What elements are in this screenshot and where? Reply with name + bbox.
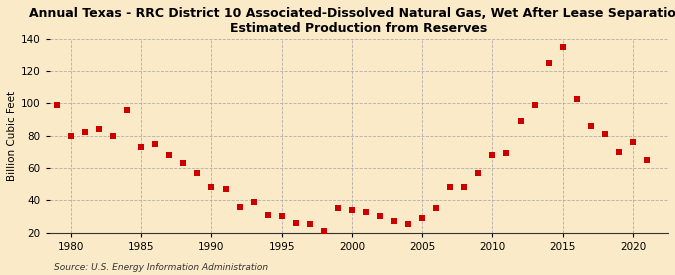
Point: [515, 119, 526, 123]
Point: [628, 140, 639, 144]
Point: [192, 170, 202, 175]
Point: [276, 214, 287, 219]
Point: [445, 185, 456, 189]
Text: Source: U.S. Energy Information Administration: Source: U.S. Energy Information Administ…: [54, 263, 268, 272]
Point: [389, 219, 400, 223]
Point: [416, 216, 427, 220]
Point: [571, 97, 582, 101]
Point: [487, 153, 498, 157]
Point: [501, 151, 512, 156]
Point: [431, 206, 441, 211]
Point: [304, 222, 315, 227]
Point: [122, 108, 132, 112]
Point: [220, 187, 231, 191]
Point: [263, 213, 273, 217]
Point: [178, 161, 189, 165]
Point: [248, 200, 259, 204]
Point: [599, 132, 610, 136]
Point: [136, 145, 146, 149]
Point: [65, 133, 76, 138]
Title: Annual Texas - RRC District 10 Associated-Dissolved Natural Gas, Wet After Lease: Annual Texas - RRC District 10 Associate…: [29, 7, 675, 35]
Point: [319, 229, 329, 233]
Point: [375, 214, 385, 219]
Point: [234, 205, 245, 209]
Point: [290, 221, 301, 225]
Point: [473, 170, 484, 175]
Point: [94, 127, 105, 131]
Point: [360, 209, 371, 214]
Point: [585, 124, 596, 128]
Point: [543, 61, 554, 65]
Y-axis label: Billion Cubic Feet: Billion Cubic Feet: [7, 91, 17, 181]
Point: [80, 130, 90, 135]
Point: [206, 185, 217, 189]
Point: [459, 185, 470, 189]
Point: [403, 222, 414, 227]
Point: [164, 153, 175, 157]
Point: [150, 142, 161, 146]
Point: [333, 206, 344, 211]
Point: [641, 158, 652, 162]
Point: [51, 103, 62, 107]
Point: [558, 45, 568, 49]
Point: [346, 208, 357, 212]
Point: [108, 133, 119, 138]
Point: [614, 150, 624, 154]
Point: [529, 103, 540, 107]
